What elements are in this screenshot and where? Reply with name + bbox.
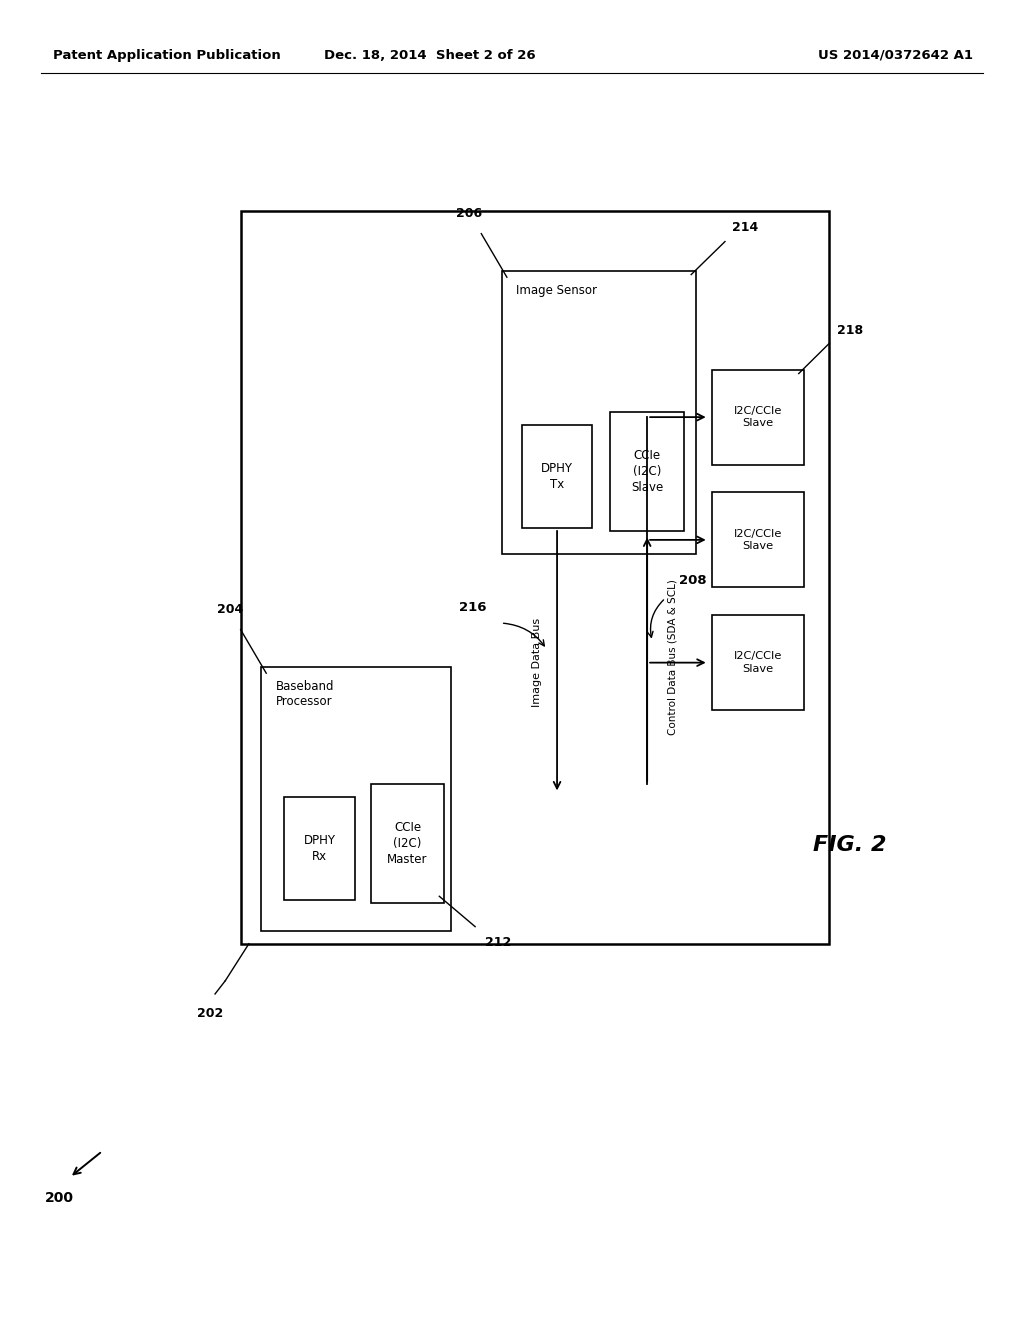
Text: 202: 202 bbox=[197, 1007, 223, 1020]
Bar bbox=[712, 615, 804, 710]
Text: 200: 200 bbox=[45, 1191, 74, 1205]
Text: CCIe
(I2C)
Slave: CCIe (I2C) Slave bbox=[631, 449, 664, 494]
Text: I2C/CCIe
Slave: I2C/CCIe Slave bbox=[733, 652, 782, 673]
Text: 214: 214 bbox=[732, 220, 759, 234]
Bar bbox=[241, 211, 829, 944]
Text: Image Sensor: Image Sensor bbox=[516, 284, 597, 297]
Text: 216: 216 bbox=[460, 601, 486, 614]
Text: Dec. 18, 2014  Sheet 2 of 26: Dec. 18, 2014 Sheet 2 of 26 bbox=[325, 49, 536, 62]
Text: CCIe
(I2C)
Master: CCIe (I2C) Master bbox=[387, 821, 428, 866]
Text: 212: 212 bbox=[485, 936, 512, 949]
Bar bbox=[712, 492, 804, 587]
Text: FIG. 2: FIG. 2 bbox=[813, 834, 887, 855]
Bar bbox=[284, 797, 355, 900]
Text: DPHY
Tx: DPHY Tx bbox=[541, 462, 573, 491]
Text: 204: 204 bbox=[217, 603, 244, 616]
Text: 206: 206 bbox=[456, 207, 482, 220]
Bar bbox=[610, 412, 684, 531]
Bar bbox=[261, 667, 451, 931]
Text: Control Data Bus (SDA & SCL): Control Data Bus (SDA & SCL) bbox=[668, 579, 678, 735]
Bar bbox=[371, 784, 444, 903]
Bar bbox=[502, 271, 696, 554]
Text: US 2014/0372642 A1: US 2014/0372642 A1 bbox=[818, 49, 973, 62]
Text: Image Data Bus: Image Data Bus bbox=[531, 618, 542, 708]
Text: Patent Application Publication: Patent Application Publication bbox=[53, 49, 281, 62]
Text: I2C/CCIe
Slave: I2C/CCIe Slave bbox=[733, 407, 782, 428]
Text: Baseband
Processor: Baseband Processor bbox=[275, 680, 334, 708]
Text: I2C/CCIe
Slave: I2C/CCIe Slave bbox=[733, 529, 782, 550]
Bar bbox=[712, 370, 804, 465]
Text: 218: 218 bbox=[837, 323, 863, 337]
Text: DPHY
Rx: DPHY Rx bbox=[303, 834, 336, 863]
Bar bbox=[522, 425, 592, 528]
Text: 208: 208 bbox=[680, 574, 707, 587]
